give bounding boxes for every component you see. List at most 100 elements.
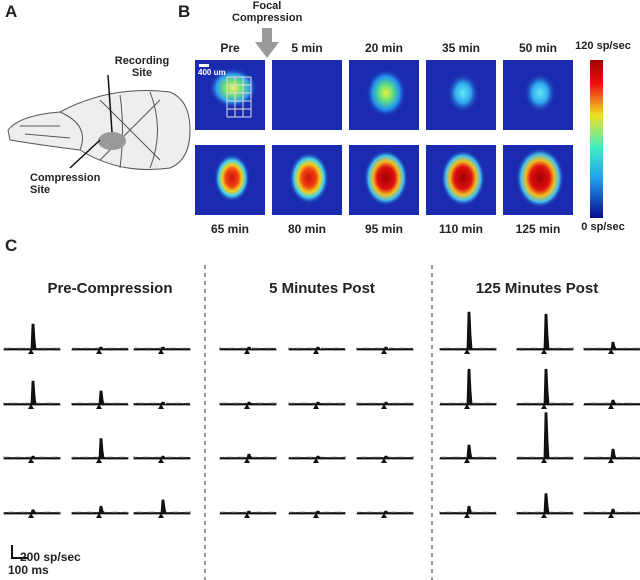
stimulus-marker — [464, 458, 470, 463]
psth-trace — [516, 313, 574, 351]
scale-x-label: 100 ms — [8, 563, 49, 577]
psth-trace — [71, 346, 129, 351]
heatmap — [272, 60, 342, 130]
psth-trace — [219, 346, 277, 351]
activity-blob — [441, 150, 485, 206]
stimulus-marker — [96, 513, 102, 518]
time-label: 35 min — [441, 41, 480, 55]
psth-trace — [439, 311, 497, 351]
arrow-shaft — [262, 28, 272, 42]
psth-trace — [288, 346, 346, 351]
psth-trace — [71, 390, 129, 407]
pointer-line — [107, 74, 113, 133]
stimulus-marker — [244, 349, 250, 354]
psth-trace — [133, 455, 191, 460]
psth-trace — [71, 505, 129, 515]
psth-trace — [288, 510, 346, 515]
psth-trace — [133, 346, 191, 351]
time-label: 125 min — [515, 222, 561, 236]
arrow-head — [255, 42, 279, 58]
psth-trace — [439, 505, 497, 515]
psth-trace — [439, 444, 497, 460]
panel-label: C — [5, 236, 18, 255]
psth-trace — [439, 368, 497, 406]
psth-trace — [133, 401, 191, 406]
colorbar-max: 120 sp/sec — [575, 40, 631, 52]
psth-trace — [356, 346, 414, 351]
recording-site-marker — [98, 132, 126, 150]
psth-trace — [583, 448, 640, 460]
stimulus-marker — [158, 513, 164, 518]
stimulus-marker — [313, 349, 319, 354]
group-title: 5 Minutes Post — [269, 280, 375, 297]
stimulus-marker — [381, 349, 387, 354]
psth-trace — [356, 510, 414, 515]
compression-site-label: Compression Site — [30, 172, 101, 196]
scale-y-label: 200 sp/sec — [20, 550, 81, 564]
stimulus-marker — [464, 513, 470, 518]
psth-trace — [3, 509, 61, 515]
stimulus-marker — [158, 458, 164, 463]
psth-trace — [219, 453, 277, 460]
stimulus-marker — [608, 404, 614, 409]
stimulus-marker — [96, 349, 102, 354]
stimulus-marker — [244, 404, 250, 409]
stimulus-marker — [608, 349, 614, 354]
time-label: Pre — [220, 41, 240, 55]
time-label: 20 min — [364, 41, 403, 55]
time-label: 5 min — [291, 41, 323, 55]
stimulus-marker — [96, 458, 102, 463]
psth-trace — [516, 412, 574, 460]
stimulus-marker — [158, 404, 164, 409]
activity-blob — [289, 152, 329, 204]
time-label: 65 min — [210, 222, 249, 236]
stimulus-marker — [244, 513, 250, 518]
psth-trace — [3, 380, 61, 406]
time-label: 50 min — [518, 41, 557, 55]
stimulus-marker — [28, 513, 34, 518]
time-label: 110 min — [438, 222, 484, 236]
stimulus-marker — [28, 404, 34, 409]
stimulus-marker — [381, 513, 387, 518]
colorbar — [590, 60, 603, 218]
psth-trace — [219, 401, 277, 406]
activity-blob — [516, 148, 564, 208]
activity-blob — [364, 150, 408, 206]
activity-blob — [524, 73, 556, 113]
colorbar-min: 0 sp/sec — [581, 221, 625, 233]
psth-trace — [3, 455, 61, 460]
scale-bar — [199, 64, 209, 67]
stimulus-marker — [28, 349, 34, 354]
psth-trace — [356, 455, 414, 460]
stimulus-marker — [313, 458, 319, 463]
stimulus-marker — [608, 513, 614, 518]
stimulus-marker — [313, 513, 319, 518]
stimulus-marker — [541, 458, 547, 463]
stimulus-marker — [313, 404, 319, 409]
scale-bar-label: 400 um — [198, 68, 226, 77]
stimulus-marker — [381, 404, 387, 409]
scale-bar — [11, 545, 28, 559]
stimulus-marker — [244, 458, 250, 463]
psth-trace — [71, 438, 129, 460]
psth-trace — [583, 399, 640, 406]
stimulus-marker — [541, 404, 547, 409]
stimulus-marker — [464, 404, 470, 409]
time-label: 80 min — [287, 222, 326, 236]
psth-trace — [288, 455, 346, 460]
psth-trace — [288, 401, 346, 406]
activity-blob — [447, 73, 479, 113]
stimulus-marker — [608, 458, 614, 463]
psth-trace — [516, 368, 574, 406]
recording-site-label: Recording Site — [114, 55, 170, 79]
psth-trace — [219, 510, 277, 515]
stimulus-marker — [158, 349, 164, 354]
skull-drawing — [7, 90, 191, 171]
stimulus-marker — [464, 349, 470, 354]
arrow-label: Focal Compression — [232, 0, 303, 24]
psth-trace — [3, 323, 61, 351]
psth-trace — [516, 493, 574, 516]
psth-trace — [356, 401, 414, 406]
activity-blob — [209, 68, 257, 108]
